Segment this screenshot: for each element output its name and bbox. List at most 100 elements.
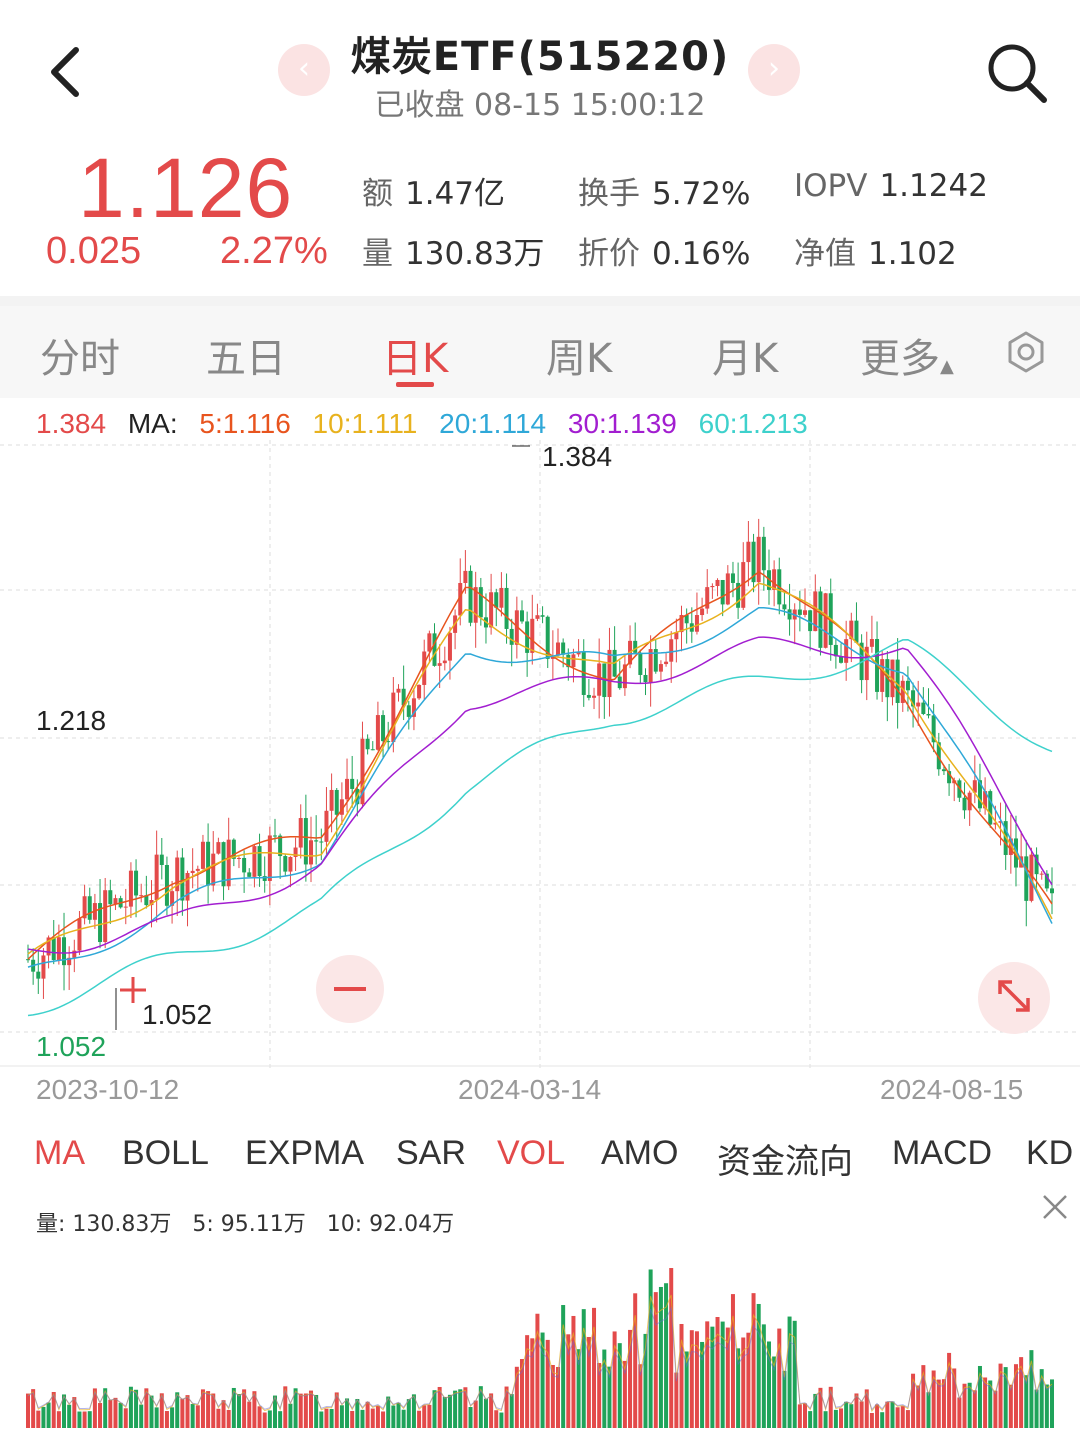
candle-body <box>77 918 82 951</box>
high-price-label: 1.384 <box>542 441 612 472</box>
volume-bar <box>813 1393 818 1428</box>
tab-more[interactable]: 更多▲ <box>860 336 954 382</box>
candle-body <box>1024 856 1029 901</box>
volume-bar <box>592 1307 597 1428</box>
volume-bar <box>571 1315 576 1428</box>
zoom-out-button[interactable] <box>316 955 384 1023</box>
candle-body <box>375 715 380 750</box>
candle-body <box>972 780 977 793</box>
candle-body <box>998 821 1003 823</box>
candle-body <box>309 840 314 865</box>
candle-body <box>849 620 854 640</box>
candle-body <box>983 791 988 809</box>
ind-tab-vol[interactable]: VOL <box>497 1134 566 1172</box>
volume-bar <box>689 1330 694 1428</box>
volume-chart[interactable] <box>0 1230 1080 1435</box>
candle-body <box>787 609 792 620</box>
prev-stock-button[interactable]: ‹ <box>278 44 330 96</box>
candle-body <box>761 536 766 571</box>
volume-bar <box>272 1395 277 1428</box>
search-icon[interactable] <box>982 38 1052 108</box>
ind-tab-kd[interactable]: KD <box>1026 1134 1074 1172</box>
volume-bar <box>180 1398 185 1428</box>
volume-bar <box>576 1349 581 1428</box>
candle-body <box>329 789 334 811</box>
volume-bar <box>386 1396 391 1428</box>
tab-weekly-k[interactable]: 周K <box>546 336 613 382</box>
ind-tab-expma[interactable]: EXPMA <box>245 1134 365 1172</box>
candle-body <box>339 799 344 815</box>
caret-down-icon: ▲ <box>940 356 954 377</box>
ind-tab-ma[interactable]: MA <box>34 1134 85 1172</box>
candle-body <box>916 702 921 707</box>
y-axis-label-low: 1.052 <box>36 1031 106 1062</box>
candle-body <box>67 957 72 966</box>
ind-tab-fund-flow[interactable]: 资金流向 <box>717 1143 853 1181</box>
close-icon[interactable] <box>1040 1192 1070 1222</box>
volume-bar <box>62 1394 67 1428</box>
tab-monthly-k[interactable]: 月K <box>712 336 779 382</box>
volume-bar <box>761 1324 766 1428</box>
volume-bar <box>962 1383 967 1428</box>
volume-bar <box>890 1401 895 1428</box>
volume-bar <box>828 1386 833 1428</box>
candle-body <box>103 890 108 943</box>
candle-body <box>844 639 849 663</box>
tab-daily-k[interactable]: 日K <box>382 336 449 382</box>
candle-body <box>159 854 164 865</box>
volume-bar <box>905 1410 910 1428</box>
candle-body <box>869 638 874 647</box>
volume-bar <box>298 1393 303 1428</box>
volume-bar <box>422 1405 427 1428</box>
candle-body <box>365 738 370 750</box>
volume-bar <box>941 1379 946 1428</box>
candle-body <box>653 649 658 672</box>
candle-body <box>473 587 478 623</box>
next-stock-button[interactable]: › <box>748 44 800 96</box>
tab-intraday[interactable]: 分时 <box>40 336 120 382</box>
x-axis-date-mid: 2024-03-14 <box>458 1074 602 1105</box>
volume-bar <box>329 1409 334 1428</box>
ind-tab-amo[interactable]: AMO <box>601 1134 679 1172</box>
low-price-label: 1.052 <box>142 999 212 1030</box>
candle-body <box>149 900 154 906</box>
candle-body <box>247 872 252 877</box>
legend-ma20: 20:1.114 <box>439 408 547 439</box>
candle-body <box>494 592 499 608</box>
x-axis-date-start: 2023-10-12 <box>36 1074 180 1105</box>
volume-bar <box>916 1385 921 1428</box>
volume-bar <box>952 1368 957 1428</box>
ind-tab-boll[interactable]: BOLL <box>122 1134 209 1172</box>
back-arrow-icon[interactable] <box>40 40 100 100</box>
candle-body <box>499 587 504 608</box>
ind-tab-sar[interactable]: SAR <box>396 1134 466 1172</box>
ind-tab-macd[interactable]: MACD <box>892 1134 993 1172</box>
candle-body <box>519 610 524 622</box>
fullscreen-button[interactable] <box>978 962 1050 1034</box>
volume-bar <box>633 1293 638 1428</box>
gear-icon[interactable] <box>1004 330 1048 374</box>
volume-bar <box>87 1411 92 1428</box>
volume-bar <box>31 1389 36 1428</box>
kline-chart[interactable]: 1.218 1.052 1.384 1.052 <box>0 440 1080 1070</box>
tab-five-day[interactable]: 五日 <box>206 336 286 382</box>
candle-body <box>597 663 602 696</box>
volume-bar <box>200 1389 205 1428</box>
volume-bar <box>833 1409 838 1428</box>
candle-body <box>391 692 396 743</box>
candle-body <box>411 698 416 717</box>
candle-body <box>833 644 838 657</box>
header: ‹ 煤炭ETF(515220) 已收盘 08-15 15:00:12 › <box>0 0 1080 130</box>
volume-bar <box>118 1402 123 1428</box>
volume-bar <box>185 1395 190 1428</box>
volume-bar <box>411 1394 416 1428</box>
candle-body <box>700 608 705 616</box>
volume-bar <box>540 1332 545 1428</box>
active-tab-indicator <box>396 382 434 387</box>
volume-bar <box>823 1411 828 1428</box>
volume-bar <box>406 1399 411 1428</box>
candle-body <box>278 835 283 857</box>
candle-body <box>303 818 308 865</box>
volume-bar <box>936 1379 941 1428</box>
volume-bar <box>206 1391 211 1428</box>
